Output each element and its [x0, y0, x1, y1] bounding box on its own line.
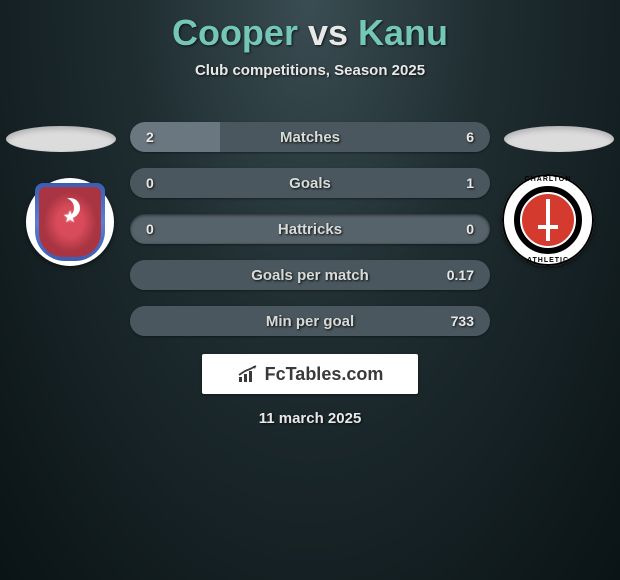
stat-label: Goals	[130, 168, 490, 198]
stat-label: Hattricks	[130, 214, 490, 244]
comparison-title: Cooper vs Kanu	[0, 0, 620, 54]
branding-box[interactable]: FcTables.com	[202, 354, 418, 394]
chart-icon	[237, 365, 259, 383]
stats-container: 26Matches 01Goals 00Hattricks 0.17Goals per…	[130, 122, 490, 352]
player1-photo-placeholder	[6, 126, 116, 152]
stat-label: Matches	[130, 122, 490, 152]
club-badge-left	[26, 178, 114, 266]
vs-text: vs	[308, 12, 348, 53]
date-text: 11 march 2025	[0, 410, 620, 427]
player1-name: Cooper	[172, 12, 298, 53]
stat-row: 733Min per goal	[130, 306, 490, 336]
stat-row: 0.17Goals per match	[130, 260, 490, 290]
player2-name: Kanu	[358, 12, 448, 53]
stat-row: 01Goals	[130, 168, 490, 198]
stat-label: Goals per match	[130, 260, 490, 290]
club-badge-right: CHARLTON ATHLETIC	[502, 174, 594, 266]
branding-text: FcTables.com	[265, 364, 384, 385]
stat-row: 26Matches	[130, 122, 490, 152]
stat-row: 00Hattricks	[130, 214, 490, 244]
stat-label: Min per goal	[130, 306, 490, 336]
player2-photo-placeholder	[504, 126, 614, 152]
subtitle: Club competitions, Season 2025	[0, 62, 620, 79]
